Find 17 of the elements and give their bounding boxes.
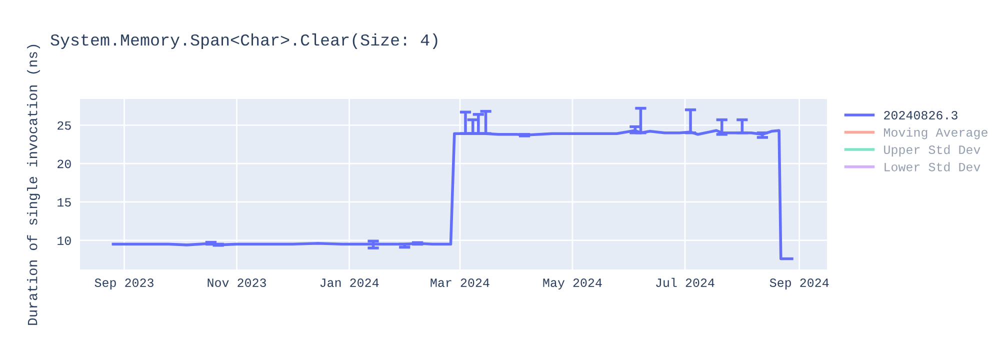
x-tick-label: Jan 2024: [320, 278, 379, 288]
chart-title: System.Memory.Span<Char>.Clear(Size: 4): [50, 33, 438, 49]
x-tick-label: May 2024: [543, 278, 602, 290]
x-tick-label: Sep 2023: [94, 278, 154, 290]
y-tick-label: 15: [58, 198, 71, 207]
x-tick-label: Nov 2023: [208, 278, 266, 288]
y-tick-label: 25: [58, 121, 71, 130]
legend-label: Lower Std Dev: [884, 162, 980, 172]
legend-label: 20240826.3: [884, 110, 958, 120]
x-tick-label: Mar 2024: [430, 278, 490, 288]
x-tick-label: Sep 2024: [770, 278, 829, 290]
y-axis-title: Duration of single invocation (ns): [27, 44, 40, 325]
legend-label: Upper Std Dev: [884, 144, 980, 157]
y-tick-label: 10: [58, 236, 71, 245]
x-tick-label: Jul 2024: [656, 278, 714, 288]
legend-label: Moving Average: [884, 128, 988, 140]
y-tick-label: 20: [58, 160, 71, 168]
